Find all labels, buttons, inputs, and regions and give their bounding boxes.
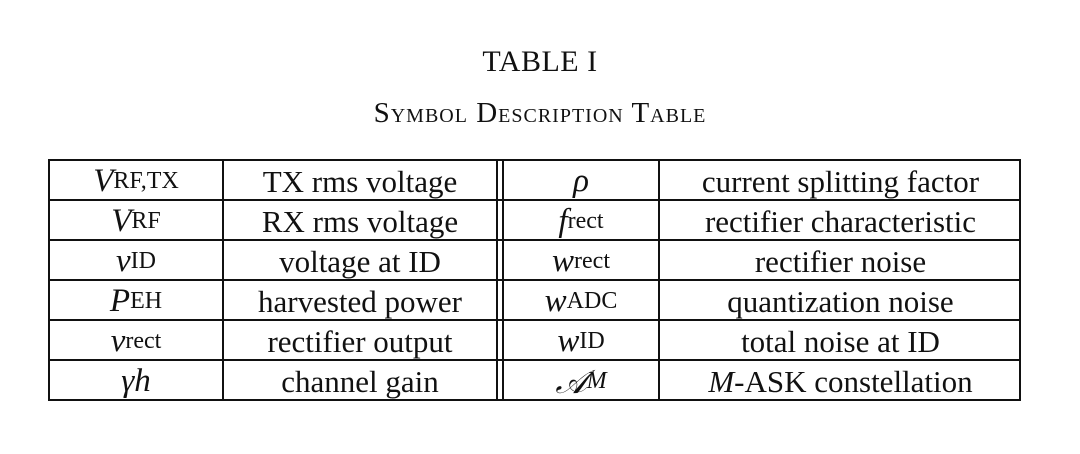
symbol-cell: w rect: [552, 242, 610, 279]
description-cell: M -ASK constellation: [708, 363, 973, 399]
description-cell: rectifier noise: [754, 243, 927, 279]
row-divider: [50, 319, 1019, 321]
symbol-cell: γh: [121, 362, 151, 399]
description-cell: current splitting factor: [701, 163, 980, 199]
column-divider: [658, 161, 660, 399]
table-caption-title: TABLE I: [482, 45, 598, 78]
description-cell: RX rms voltage: [261, 203, 459, 239]
row-divider: [50, 199, 1019, 201]
symbol-cell: f rect: [558, 202, 604, 239]
description-cell: voltage at ID: [279, 243, 441, 279]
column-divider: [222, 161, 224, 399]
description-cell: rectifier characteristic: [704, 203, 977, 239]
symbol-cell: V RF: [111, 202, 161, 239]
symbol-table: V RF,TX TX rms voltage ρ current splittin…: [48, 159, 1021, 401]
table-caption-subtitle: Symbol Description Table: [373, 97, 707, 129]
row-divider: [50, 239, 1019, 241]
symbol-cell: P EH: [109, 282, 163, 319]
description-cell: rectifier output: [267, 323, 453, 359]
description-cell: total noise at ID: [741, 323, 940, 359]
symbol-cell: v rect: [110, 322, 162, 359]
description-cell: harvested power: [258, 283, 462, 319]
symbol-cell: w ADC: [544, 282, 618, 319]
description-cell: TX rms voltage: [262, 163, 458, 199]
column-divider: [496, 161, 498, 399]
symbol-cell: V RF,TX: [93, 162, 179, 199]
description-cell: quantization noise: [727, 283, 954, 319]
row-divider: [50, 359, 1019, 361]
symbol-cell: w ID: [557, 322, 605, 359]
description-cell: channel gain: [281, 363, 439, 399]
row-divider: [50, 279, 1019, 281]
column-divider: [502, 161, 504, 399]
symbol-cell: v ID: [116, 242, 156, 279]
symbol-cell: ρ: [573, 162, 589, 199]
